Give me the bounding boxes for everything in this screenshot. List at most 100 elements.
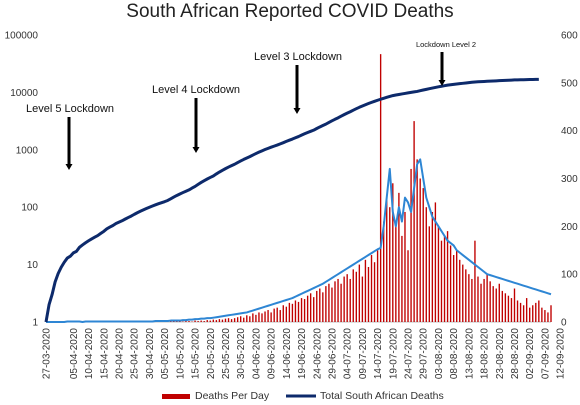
bar-deaths-per-day (471, 278, 473, 322)
bar-deaths-per-day (218, 319, 221, 322)
y-right-tick-label: 600 (561, 31, 578, 42)
x-tick-label: 04-06-2020 (251, 328, 262, 380)
bar-deaths-per-day (422, 188, 424, 322)
bar-deaths-per-day (303, 299, 306, 322)
bar-deaths-per-day (331, 287, 333, 322)
bar-deaths-per-day (297, 301, 300, 322)
y-right-tick-label: 0 (561, 318, 567, 329)
annotation-label: Level 3 Lockdown (254, 51, 342, 63)
bar-deaths-per-day (361, 276, 364, 322)
bar-deaths-per-day (452, 255, 455, 322)
x-tick-label: 05-05-2020 (160, 328, 171, 380)
y-right-tick-label: 200 (561, 222, 578, 233)
x-tick-label: 13-08-2020 (464, 328, 475, 380)
bar-deaths-per-day (358, 264, 361, 322)
bar-deaths-per-day (510, 298, 513, 322)
x-tick-label: 29-07-2020 (419, 328, 430, 380)
bar-deaths-per-day (376, 250, 379, 322)
bar-deaths-per-day (276, 307, 278, 322)
bar-deaths-per-day (224, 318, 227, 322)
annotation-label: Lockdown Level 2 (416, 40, 476, 49)
bar-deaths-per-day (425, 207, 427, 322)
x-tick-label: 14-06-2020 (282, 328, 293, 380)
x-tick-label: 09-06-2020 (267, 328, 278, 380)
y-right-tick-label: 300 (561, 174, 578, 185)
bar-deaths-per-day (437, 226, 440, 322)
bar-deaths-per-day (355, 271, 357, 322)
x-tick-label: 27-03-2020 (42, 328, 53, 380)
bar-deaths-per-day (203, 321, 205, 322)
bar-deaths-per-day (227, 318, 230, 322)
bar-deaths-per-day (529, 307, 531, 322)
y-left-tick-label: 10000 (10, 88, 38, 99)
bar-deaths-per-day (285, 306, 288, 322)
bar-deaths-per-day (507, 295, 510, 322)
bar-deaths-per-day (279, 310, 281, 322)
x-tick-label: 30-04-2020 (145, 328, 156, 380)
bar-deaths-per-day (206, 320, 208, 322)
bar-deaths-per-day (401, 235, 403, 322)
bar-deaths-per-day (243, 317, 245, 322)
bar-deaths-per-day (532, 305, 534, 322)
bar-deaths-per-day (200, 320, 202, 322)
bar-deaths-per-day (516, 300, 519, 322)
bar-deaths-per-day (504, 293, 507, 322)
x-tick-label: 15-05-2020 (191, 328, 202, 380)
bar-deaths-per-day (282, 305, 284, 322)
x-tick-label: 28-08-2020 (510, 328, 521, 380)
bar-deaths-per-day (194, 320, 196, 322)
x-tick-label: 25-04-2020 (130, 328, 141, 380)
x-tick-label: 20-05-2020 (206, 328, 217, 380)
x-tick-label: 12-09-2020 (556, 328, 567, 380)
x-tick-label: 05-04-2020 (69, 328, 80, 380)
annotation-arrow-head (65, 164, 73, 170)
bar-deaths-per-day (440, 240, 443, 322)
bar-deaths-per-day (404, 211, 406, 322)
bar-deaths-per-day (407, 250, 409, 322)
annotation-arrow-head (192, 147, 200, 153)
bar-deaths-per-day (395, 226, 397, 322)
bar-deaths-per-day (398, 192, 400, 322)
bar-deaths-per-day (392, 183, 394, 322)
x-tick-label: 30-05-2020 (236, 328, 247, 380)
x-tick-label: 20-04-2020 (115, 328, 126, 380)
bar-deaths-per-day (270, 312, 272, 322)
bar-deaths-per-day (513, 288, 516, 322)
y-right-tick-label: 400 (561, 126, 578, 137)
bar-deaths-per-day (255, 314, 257, 322)
bar-deaths-per-day (443, 235, 446, 322)
bar-deaths-per-day (334, 281, 336, 322)
bar-deaths-per-day (364, 259, 367, 322)
x-tick-label: 10-05-2020 (175, 328, 186, 380)
legend-label-total-deaths: Total South African Deaths (320, 390, 444, 402)
x-tick-label: 14-07-2020 (373, 328, 384, 380)
x-tick-label: 09-07-2020 (358, 328, 369, 380)
bar-deaths-per-day (379, 54, 382, 322)
x-tick-label: 02-09-2020 (525, 328, 536, 380)
bar-deaths-per-day (352, 269, 354, 322)
y-left-tick-label: 100 (21, 203, 38, 214)
bar-deaths-per-day (483, 278, 485, 322)
x-tick-label: 04-07-2020 (343, 328, 354, 380)
bar-deaths-per-day (240, 316, 242, 322)
bar-deaths-per-day (428, 226, 430, 322)
bar-deaths-per-day (389, 207, 391, 322)
bar-deaths-per-day (541, 307, 543, 322)
x-tick-label: 03-08-2020 (434, 328, 445, 380)
annotation-arrow-head (293, 108, 301, 114)
bar-deaths-per-day (291, 303, 294, 322)
chart-title: South African Reported COVID Deaths (126, 1, 454, 22)
bar-deaths-per-day (294, 300, 297, 322)
legend-label-deaths-per-day: Deaths Per Day (195, 390, 270, 402)
x-tick-label: 29-06-2020 (327, 328, 338, 380)
bar-deaths-per-day (328, 283, 330, 322)
annotation-label: Level 5 Lockdown (26, 103, 114, 115)
bar-deaths-per-day (495, 288, 497, 322)
bar-deaths-per-day (233, 318, 236, 322)
x-tick-label: 19-06-2020 (297, 328, 308, 380)
bar-deaths-per-day (519, 302, 522, 322)
x-tick-label: 19-07-2020 (388, 328, 399, 380)
bar-deaths-per-day (221, 319, 224, 322)
bar-deaths-per-day (258, 312, 260, 322)
